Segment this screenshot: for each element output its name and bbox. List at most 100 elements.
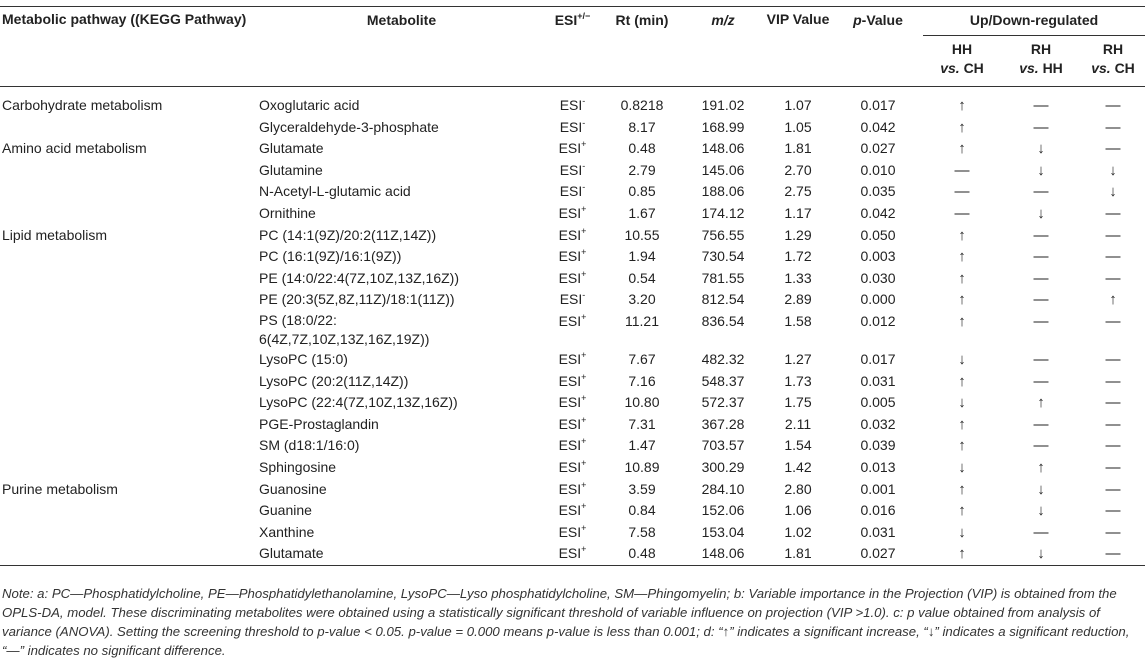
cell-rh-ch: — — [1105, 437, 1121, 455]
cell-metabolite: Xanthine — [259, 523, 315, 540]
esi-sign: + — [581, 436, 587, 447]
cell-rh-ch: ↑ — [1109, 291, 1117, 309]
header-rh-ch-c: CH — [1114, 60, 1135, 76]
esi-text: ESI — [558, 415, 582, 432]
header-metabolite: Metabolite — [366, 12, 437, 28]
cell-vip: 1.33 — [784, 269, 812, 286]
cell-rh-hh: ↑ — [1037, 458, 1045, 476]
cell-hh-ch: ↑ — [958, 118, 966, 136]
table-row: LysoPC (15:0) ESI+ 7.67 482.32 1.27 0.017 ↓ — — — [0, 349, 1145, 371]
cell-vip: 1.07 — [784, 97, 812, 113]
cell-mz: 284.10 — [701, 480, 745, 497]
table-row: Carbohydrate metabolism Oxoglutaric acid E… — [0, 95, 1145, 117]
cell-rh-ch: — — [1105, 248, 1121, 266]
esi-text: ESI — [559, 97, 583, 113]
cell-p: 0.042 — [860, 118, 896, 135]
cell-pathway — [0, 522, 248, 544]
cell-hh-ch: — — [954, 161, 970, 179]
cell-vip: 1.81 — [784, 140, 812, 157]
cell-rh-hh: — — [1033, 226, 1049, 244]
cell-pathway: Carbohydrate metabolism — [2, 97, 163, 113]
header-divider — [0, 86, 1145, 95]
cell-pathway — [0, 246, 248, 268]
cell-hh-ch: ↑ — [958, 372, 966, 390]
cell-metabolite: LysoPC (22:4(7Z,10Z,13Z,16Z)) — [259, 394, 458, 411]
cell-metabolite: PC (14:1(9Z)/20:2(11Z,14Z)) — [259, 226, 437, 243]
esi-text: ESI — [558, 204, 582, 221]
esi-sign: + — [581, 349, 587, 360]
cell-rh-hh: ↓ — [1037, 480, 1045, 498]
header-vip: VIP Value — [766, 11, 830, 27]
header-hh-vs-ch: HH vs. CH — [923, 36, 1001, 87]
metabolite-line-2: 6(4Z,7Z,10Z,13Z,16Z,19Z)) — [259, 330, 430, 347]
header-rh-vs-ch: RH vs. CH — [1081, 36, 1145, 87]
cell-rh-hh: — — [1033, 312, 1049, 330]
cell-hh-ch: ↓ — [958, 458, 966, 476]
header-esi: ESI+/− — [544, 7, 601, 87]
table-row: PC (16:1(9Z)/16:1(9Z)) ESI+ 1.94 730.54 1.72… — [0, 246, 1145, 268]
header-hh-ch-c: CH — [963, 60, 984, 76]
cell-rh-hh: — — [1033, 97, 1049, 114]
cell-hh-ch: ↓ — [958, 394, 966, 412]
esi-text: ESI — [558, 480, 582, 497]
cell-rh-ch: — — [1105, 372, 1121, 390]
header-esi-sup: +/− — [577, 11, 591, 21]
esi-sign: + — [581, 522, 587, 533]
cell-rt: 3.20 — [628, 291, 656, 308]
table-row: Xanthine ESI+ 7.58 153.04 1.02 0.031 ↓ — — — [0, 522, 1145, 544]
cell-pathway — [0, 160, 248, 182]
cell-vip: 1.75 — [784, 394, 812, 411]
header-p-suffix: -Value — [861, 12, 903, 28]
cell-vip: 2.75 — [784, 183, 812, 200]
cell-p: 0.050 — [860, 226, 896, 243]
cell-mz: 148.06 — [683, 543, 763, 566]
header-rh-ch-a: RH — [1102, 41, 1124, 57]
cell-hh-ch: ↑ — [923, 543, 1001, 566]
table-row: PGE-Prostaglandin ESI+ 7.31 367.28 2.11 0.032… — [0, 414, 1145, 436]
cell-hh-ch: ↑ — [958, 502, 966, 520]
header-divider-cell — [0, 86, 1145, 95]
cell-pathway — [0, 392, 248, 414]
cell-rh-ch: — — [1105, 118, 1121, 136]
esi-sign: + — [581, 311, 587, 322]
table-body: Carbohydrate metabolism Oxoglutaric acid E… — [0, 86, 1145, 566]
cell-pathway — [0, 371, 248, 393]
cell-vip: 1.06 — [784, 502, 812, 519]
esi-sign: + — [581, 479, 587, 490]
cell-metabolite: PGE-Prostaglandin — [259, 415, 379, 432]
cell-mz: 756.55 — [701, 226, 745, 243]
cell-rh-hh: — — [1033, 291, 1049, 309]
cell-rh-ch: — — [1105, 140, 1121, 158]
cell-rt: 7.67 — [628, 350, 656, 367]
table-row: Glutamine ESI- 2.79 145.06 2.70 0.010 — ↓ ↓ — [0, 160, 1145, 182]
esi-text: ESI — [558, 523, 582, 540]
cell-rh-hh: ↓ — [1037, 140, 1045, 158]
cell-esi: ESI+ — [544, 371, 601, 393]
cell-rh-hh: ↑ — [1037, 394, 1045, 412]
cell-vip: 1.54 — [784, 437, 812, 454]
cell-rt: 11.21 — [625, 312, 659, 329]
cell-rt: 0.85 — [628, 183, 656, 200]
esi-sign: + — [581, 247, 587, 258]
table-row: PE (14:0/22:4(7Z,10Z,13Z,16Z)) ESI+ 0.54 78… — [0, 268, 1145, 290]
esi-sign: - — [582, 290, 586, 301]
cell-p: 0.035 — [860, 183, 896, 200]
cell-vip: 1.05 — [784, 118, 812, 135]
cell-pathway: Lipid metabolism — [2, 226, 108, 243]
cell-mz: 300.29 — [701, 458, 745, 475]
cell-pathway — [0, 203, 248, 225]
cell-mz: 148.06 — [701, 140, 745, 157]
cell-metabolite: PE (14:0/22:4(7Z,10Z,13Z,16Z)) — [259, 269, 459, 286]
table-row: Guanine ESI+ 0.84 152.06 1.06 0.016 ↑ ↓ — — [0, 500, 1145, 522]
cell-vip: 1.42 — [784, 458, 812, 475]
table-row: Lipid metabolism PC (14:1(9Z)/20:2(11Z,14… — [0, 225, 1145, 247]
cell-vip: 2.80 — [784, 480, 812, 497]
cell-vip: 1.27 — [784, 350, 812, 367]
table-note: Note: a: PC—Phosphatidylcholine, PE—Phos… — [2, 586, 1130, 658]
cell-esi: ESI- — [544, 117, 601, 139]
cell-rh-ch: — — [1105, 458, 1121, 476]
cell-pathway — [0, 289, 248, 311]
cell-hh-ch: ↑ — [958, 226, 966, 244]
cell-hh-ch: ↑ — [958, 291, 966, 309]
cell-rt: 2.79 — [628, 161, 656, 178]
